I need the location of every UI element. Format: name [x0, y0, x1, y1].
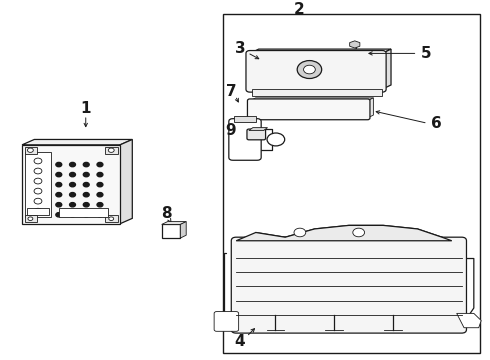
FancyBboxPatch shape: [247, 129, 266, 140]
Circle shape: [56, 162, 62, 167]
Bar: [252, 89, 382, 96]
Circle shape: [83, 162, 89, 167]
Circle shape: [56, 172, 62, 177]
FancyBboxPatch shape: [229, 119, 261, 160]
Polygon shape: [236, 225, 452, 241]
Circle shape: [56, 193, 62, 197]
Circle shape: [34, 178, 42, 184]
Circle shape: [70, 172, 75, 177]
FancyBboxPatch shape: [214, 312, 239, 331]
FancyBboxPatch shape: [247, 99, 370, 120]
Polygon shape: [457, 314, 481, 328]
Bar: [234, 116, 256, 122]
Bar: [223, 14, 480, 353]
Circle shape: [83, 193, 89, 197]
Circle shape: [70, 162, 75, 167]
Circle shape: [267, 133, 285, 146]
Polygon shape: [368, 98, 373, 118]
Circle shape: [56, 183, 62, 187]
Circle shape: [97, 213, 103, 217]
Text: 1: 1: [80, 102, 91, 117]
Text: 7: 7: [226, 84, 237, 99]
Circle shape: [97, 183, 103, 187]
Bar: [24, 147, 37, 154]
Bar: [24, 216, 37, 222]
Circle shape: [27, 148, 33, 152]
Bar: [24, 152, 51, 217]
Polygon shape: [250, 98, 373, 101]
Circle shape: [294, 228, 306, 237]
Text: 2: 2: [294, 2, 304, 17]
Bar: [22, 145, 120, 224]
Circle shape: [83, 213, 89, 217]
Circle shape: [56, 203, 62, 207]
Bar: [105, 216, 118, 222]
Polygon shape: [350, 41, 360, 48]
Polygon shape: [180, 222, 186, 238]
Circle shape: [70, 193, 75, 197]
FancyBboxPatch shape: [246, 50, 386, 92]
Circle shape: [108, 148, 114, 152]
Circle shape: [97, 172, 103, 177]
Circle shape: [70, 203, 75, 207]
Circle shape: [97, 203, 103, 207]
Text: 3: 3: [235, 41, 245, 55]
Polygon shape: [250, 49, 391, 53]
Text: 8: 8: [161, 206, 172, 221]
Text: 6: 6: [431, 116, 441, 131]
Polygon shape: [120, 139, 132, 224]
Circle shape: [34, 208, 42, 214]
Circle shape: [34, 198, 42, 204]
Circle shape: [70, 183, 75, 187]
Text: 4: 4: [235, 334, 245, 349]
Text: 5: 5: [421, 46, 432, 61]
Circle shape: [304, 65, 316, 74]
Text: 9: 9: [225, 123, 236, 138]
Circle shape: [97, 162, 103, 167]
Polygon shape: [162, 222, 186, 224]
Circle shape: [28, 217, 33, 221]
Polygon shape: [382, 49, 391, 89]
Polygon shape: [249, 128, 268, 130]
Circle shape: [109, 217, 114, 221]
Circle shape: [56, 213, 62, 217]
Circle shape: [34, 168, 42, 174]
Circle shape: [97, 193, 103, 197]
Circle shape: [83, 172, 89, 177]
Bar: [59, 208, 108, 217]
Circle shape: [83, 183, 89, 187]
FancyBboxPatch shape: [231, 237, 466, 333]
Circle shape: [353, 228, 365, 237]
Bar: [105, 147, 118, 154]
Bar: [162, 224, 180, 238]
Bar: [27, 208, 49, 215]
Circle shape: [34, 158, 42, 164]
Circle shape: [83, 203, 89, 207]
Circle shape: [34, 188, 42, 194]
Circle shape: [297, 60, 322, 78]
Circle shape: [70, 213, 75, 217]
Polygon shape: [22, 139, 132, 145]
